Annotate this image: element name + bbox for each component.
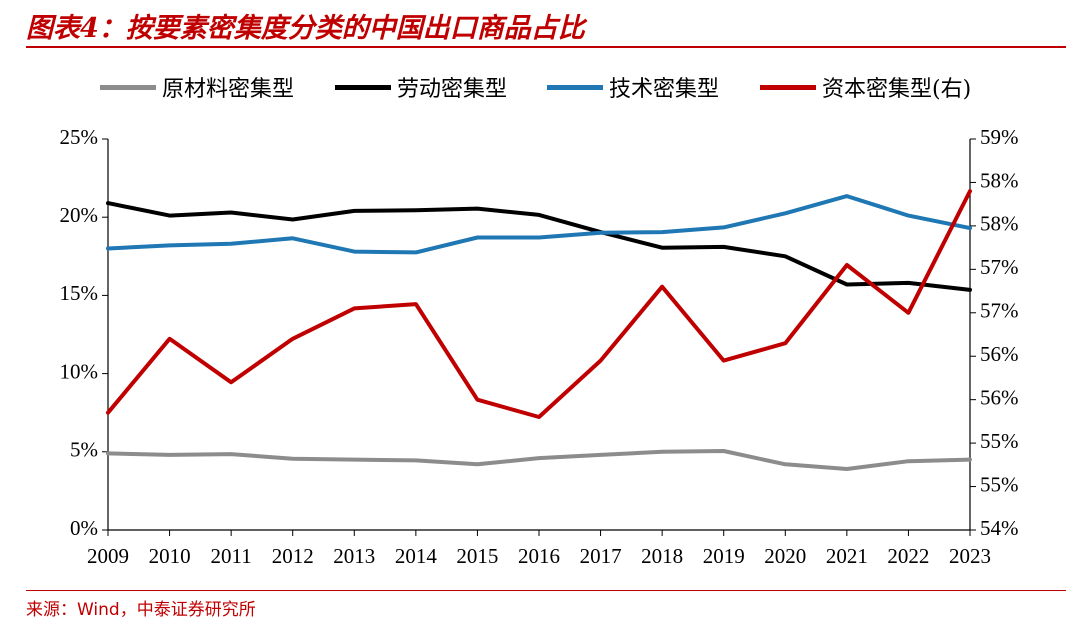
legend-item-capital: 资本密集型(右) <box>760 70 971 104</box>
y-left-tick-label: 0% <box>70 516 98 540</box>
series-line-0 <box>106 449 972 471</box>
y-left-tick-label: 15% <box>60 281 99 305</box>
y-right-tick-label: 55% <box>980 472 1019 496</box>
x-tick-label: 2015 <box>456 544 498 568</box>
legend-label-technology: 技术密集型 <box>609 77 720 102</box>
y-left-tick-label: 5% <box>70 438 98 462</box>
y-right-tick-label: 56% <box>980 342 1019 366</box>
y-right-tick-label: 58% <box>980 212 1019 236</box>
legend-item-raw-material: 原材料密集型 <box>100 70 294 104</box>
x-tick-label: 2010 <box>149 544 191 568</box>
y-left-tick-label: 20% <box>60 203 99 227</box>
series-line-1 <box>106 201 972 292</box>
x-tick-label: 2014 <box>395 544 438 568</box>
source-note: 来源：Wind，中泰证券研究所 <box>26 600 256 620</box>
x-tick-label: 2013 <box>333 544 375 568</box>
title-divider <box>26 46 1066 48</box>
legend-swatch-technology <box>547 84 603 90</box>
y-left-tick-label: 25% <box>60 125 99 149</box>
x-tick-label: 2018 <box>641 544 683 568</box>
series-line-3 <box>106 189 972 419</box>
chart-legend: 原材料密集型 劳动密集型 技术密集型 资本密集型(右) <box>95 70 1055 104</box>
y-right-tick-label: 58% <box>980 168 1019 192</box>
x-tick-label: 2009 <box>87 544 129 568</box>
y-right-tick-label: 56% <box>980 385 1019 409</box>
x-tick-label: 2016 <box>518 544 560 568</box>
x-tick-label: 2022 <box>887 544 929 568</box>
footer-divider <box>26 590 1066 591</box>
series-line-2 <box>106 194 972 255</box>
chart-title: 图表4：按要素密集度分类的中国出口商品占比 <box>26 13 585 44</box>
legend-swatch-capital <box>760 84 816 90</box>
x-tick-label: 2011 <box>211 544 252 568</box>
legend-label-capital: 资本密集型(右) <box>822 77 972 102</box>
y-right-tick-label: 57% <box>980 255 1019 279</box>
legend-label-raw-material: 原材料密集型 <box>162 77 295 102</box>
y-left-tick-label: 10% <box>60 359 99 383</box>
x-tick-label: 2019 <box>703 544 745 568</box>
x-tick-label: 2021 <box>826 544 868 568</box>
y-right-tick-label: 54% <box>980 516 1019 540</box>
legend-swatch-raw-material <box>100 84 156 90</box>
y-right-tick-label: 55% <box>980 429 1019 453</box>
x-tick-label: 2012 <box>272 544 314 568</box>
y-right-tick-label: 57% <box>980 299 1019 323</box>
x-tick-label: 2020 <box>764 544 806 568</box>
legend-label-labor: 劳动密集型 <box>397 77 508 102</box>
legend-item-labor: 劳动密集型 <box>335 70 507 104</box>
x-tick-label: 2017 <box>580 544 622 568</box>
x-tick-label: 2023 <box>949 544 991 568</box>
y-right-tick-label: 59% <box>980 125 1019 149</box>
legend-swatch-labor <box>335 84 391 90</box>
legend-item-technology: 技术密集型 <box>547 70 719 104</box>
